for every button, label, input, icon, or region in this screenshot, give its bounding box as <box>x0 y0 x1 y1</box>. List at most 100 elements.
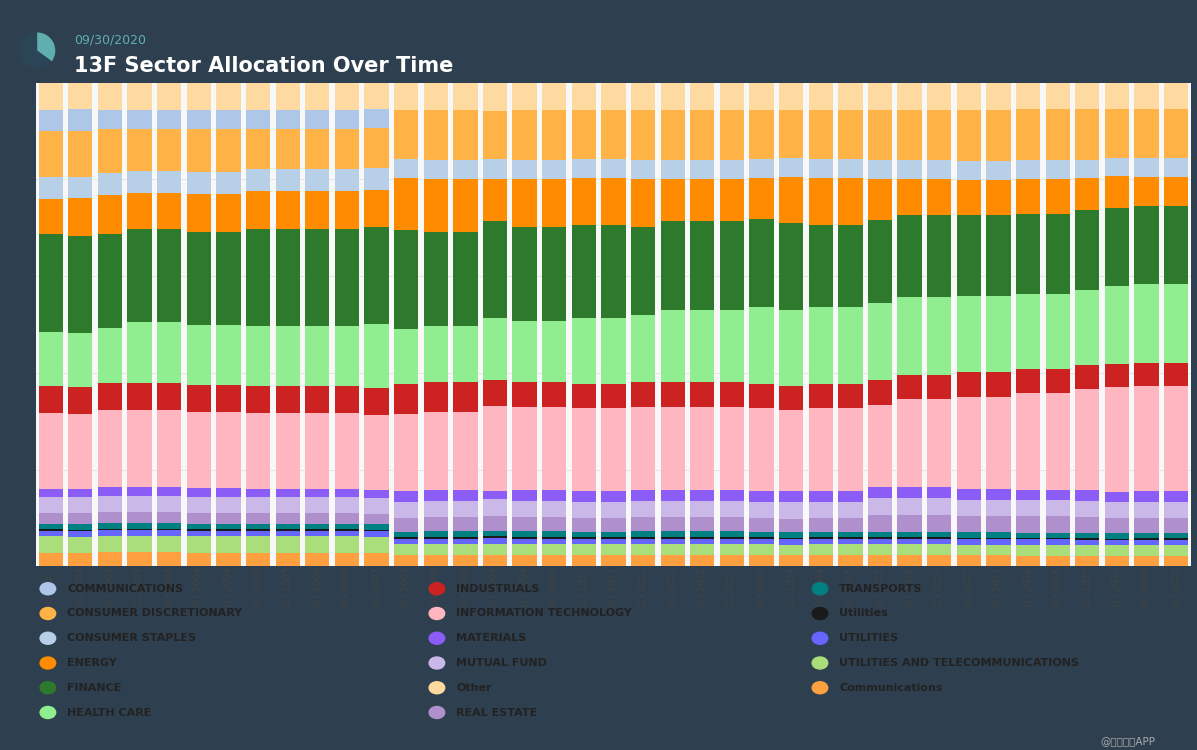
Bar <box>1075 545 1100 556</box>
Bar <box>749 532 773 537</box>
Bar <box>512 406 536 490</box>
Bar <box>245 110 271 128</box>
Bar <box>572 518 596 532</box>
Bar <box>38 497 63 513</box>
Text: @智通财经APP: @智通财经APP <box>1100 736 1155 746</box>
Text: INDUSTRIALS: INDUSTRIALS <box>456 584 540 594</box>
Bar <box>245 489 271 497</box>
Bar <box>956 532 982 538</box>
Bar <box>512 382 536 406</box>
Bar <box>542 160 566 179</box>
Bar <box>898 488 922 499</box>
Bar <box>1046 393 1070 490</box>
Bar <box>1105 556 1129 566</box>
Bar <box>127 193 152 229</box>
Bar <box>986 397 1010 489</box>
Bar <box>38 386 63 413</box>
Bar <box>691 518 715 531</box>
Bar <box>601 538 626 544</box>
Bar <box>1135 533 1159 538</box>
Bar <box>749 555 773 566</box>
Bar <box>482 516 508 530</box>
Bar <box>809 409 833 491</box>
Bar <box>986 556 1010 566</box>
Bar <box>305 489 329 497</box>
Bar <box>719 501 745 518</box>
Bar <box>68 524 92 530</box>
Bar <box>364 553 389 566</box>
Bar <box>779 503 803 518</box>
Bar <box>482 380 508 406</box>
Bar <box>1075 532 1100 538</box>
Bar <box>719 82 745 110</box>
Text: 13F Sector Allocation Over Time: 13F Sector Allocation Over Time <box>74 56 454 76</box>
Bar <box>364 190 389 227</box>
Bar <box>1163 206 1189 284</box>
Bar <box>1163 109 1189 158</box>
Bar <box>719 538 745 544</box>
Bar <box>749 159 773 178</box>
Bar <box>245 530 271 531</box>
Bar <box>868 488 892 499</box>
Bar <box>601 225 626 318</box>
Bar <box>542 537 566 538</box>
Bar <box>1135 386 1159 491</box>
Bar <box>275 513 299 524</box>
Bar <box>305 530 329 531</box>
Bar <box>898 537 922 538</box>
Bar <box>1105 388 1129 492</box>
Bar <box>928 544 952 555</box>
Bar <box>38 531 63 536</box>
Bar <box>394 538 418 544</box>
Bar <box>749 307 773 384</box>
Bar <box>127 496 152 512</box>
Bar <box>424 501 448 518</box>
Bar <box>1163 177 1189 206</box>
Bar <box>542 490 566 501</box>
Bar <box>601 82 626 110</box>
Bar <box>187 524 211 530</box>
Bar <box>601 544 626 555</box>
Bar <box>1163 158 1189 177</box>
Bar <box>127 529 152 530</box>
Bar <box>217 531 241 536</box>
Bar <box>245 229 271 326</box>
Bar <box>98 382 122 410</box>
Bar <box>631 406 655 490</box>
Bar <box>601 178 626 225</box>
Bar <box>512 518 536 531</box>
Bar <box>127 382 152 410</box>
Bar <box>661 221 685 310</box>
Bar <box>157 322 181 382</box>
Bar <box>157 110 181 129</box>
Bar <box>98 553 122 566</box>
Bar <box>127 524 152 529</box>
Bar <box>38 524 63 530</box>
Bar <box>779 491 803 502</box>
Bar <box>542 110 566 160</box>
Bar <box>1046 500 1070 517</box>
Bar <box>1105 518 1129 533</box>
Bar <box>542 226 566 321</box>
Bar <box>482 82 508 111</box>
Bar <box>424 555 448 566</box>
Bar <box>364 490 389 498</box>
Bar <box>424 160 448 179</box>
Bar <box>482 159 508 179</box>
Bar <box>98 530 122 536</box>
Bar <box>394 178 418 230</box>
Bar <box>809 518 833 532</box>
Bar <box>572 409 596 491</box>
Bar <box>928 160 952 179</box>
Bar <box>838 225 863 307</box>
Bar <box>1016 517 1040 532</box>
Text: 09/30/2020: 09/30/2020 <box>74 34 146 46</box>
Bar <box>1163 386 1189 491</box>
Bar <box>187 488 211 496</box>
Bar <box>719 310 745 382</box>
Bar <box>217 536 241 553</box>
Bar <box>245 128 271 170</box>
Bar <box>809 502 833 518</box>
Bar <box>305 110 329 128</box>
Bar <box>217 496 241 513</box>
